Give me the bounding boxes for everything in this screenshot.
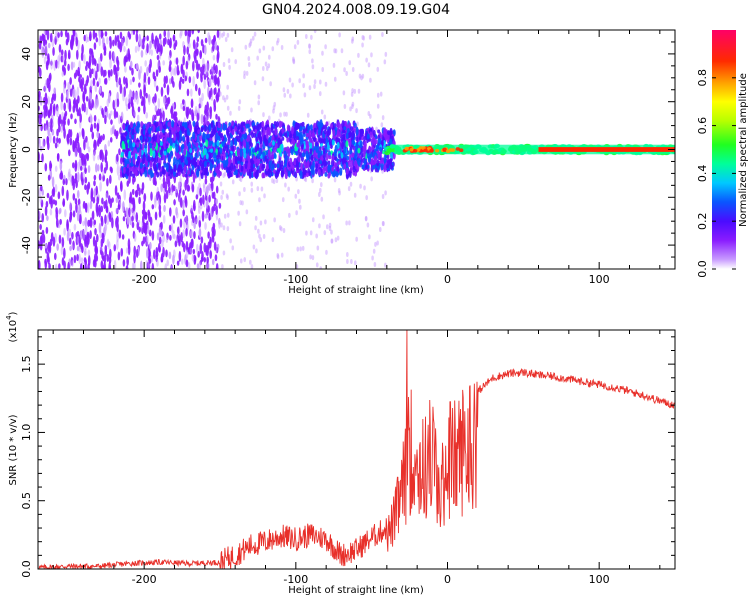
top-y-axis-label: Frequency (Hz) [8,112,19,188]
bottom-y-tick-label: 0.5 [20,492,33,510]
bottom-x-axis-label: Height of straight line (km) [288,585,424,596]
top-x-tick-label: -200 [132,273,157,286]
top-x-tick-label: -100 [283,273,308,286]
colorbar-tick-label: 0.6 [696,117,709,135]
bottom-x-tick-label: -100 [283,573,308,586]
top-x-axis-label: Height of straight line (km) [288,285,424,296]
bottom-x-tick-label: -200 [132,573,157,586]
bottom-y-multiplier: (x104) [5,311,19,342]
bottom-y-tick-label: 0.0 [20,560,33,578]
bottom-x-tick-label: 0 [444,573,451,586]
colorbar-gradient [712,30,736,269]
top-x-tick-label: 100 [589,273,610,286]
chart-title: GN04.2024.008.09.19.G04 [262,2,450,18]
top-y-tick-label: -40 [20,236,33,254]
colorbar-tick-label: 0.2 [696,212,709,230]
colorbar-tick-label: 0.4 [696,165,709,183]
colorbar-tick-label: 0.8 [696,69,709,87]
colorbar-tick-label: 0.0 [696,260,709,278]
bottom-y-tick-label: 1.0 [20,424,33,442]
colorbar-label: Normalized spectral amplitude [738,73,749,227]
colorbar: 0.0 0.2 0.4 0.6 0.8 Normalized spectral ampl… [696,30,749,278]
top-y-tick-label: -20 [20,188,33,206]
snr-panel: -200 -100 0 100 0.0 0.5 1.0 1.5 Height of strai… [5,311,676,596]
top-y-tick-label: 20 [20,95,33,109]
bottom-y-axis-label: SNR (10 * v/v) [8,414,19,485]
bottom-y-tick-label: 1.5 [20,355,33,373]
top-y-tick-label: 40 [20,47,33,61]
bottom-axis-ticks: -200 -100 0 100 0.0 0.5 1.0 1.5 [20,330,675,586]
colorbar-ticks: 0.0 0.2 0.4 0.6 0.8 [696,69,736,278]
bottom-x-tick-label: 100 [589,573,610,586]
spectrogram-heatmap [38,30,675,269]
top-x-tick-label: 0 [444,273,451,286]
top-y-tick-label: 0 [20,146,33,153]
